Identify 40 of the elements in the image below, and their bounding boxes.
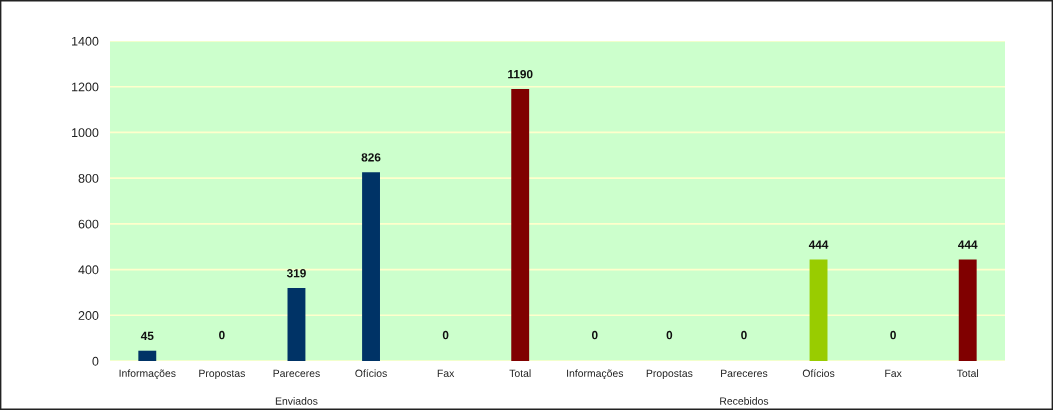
- x-tick-label: Pareceres: [721, 369, 768, 377]
- data-label: 0: [442, 330, 449, 340]
- y-tick-label: 0: [92, 356, 99, 366]
- x-tick-label: Ofícios: [802, 369, 835, 377]
- x-tick-label: Informações: [567, 369, 624, 380]
- x-tick-label: Total: [509, 369, 531, 377]
- data-label: 444: [958, 240, 978, 249]
- data-label: 319: [286, 269, 306, 278]
- x-tick-label: Propostas: [646, 369, 693, 380]
- data-label: 45: [140, 331, 154, 341]
- x-tick-label: Ofícios: [355, 369, 387, 377]
- bar: [511, 89, 530, 361]
- x-tick-label: Total: [956, 369, 979, 377]
- y-tick-label: 1400: [72, 36, 99, 46]
- text: Enviados: [275, 397, 318, 405]
- y-tick-label: 600: [78, 219, 99, 229]
- y-tick-label: 800: [78, 173, 99, 183]
- y-tick-label: 200: [78, 311, 99, 320]
- bar: [809, 259, 828, 361]
- data-label: 826: [361, 153, 381, 162]
- data-label: 0: [591, 330, 598, 340]
- bar: [958, 259, 977, 361]
- x-tick-label: Fax: [885, 369, 902, 377]
- data-label: 0: [890, 330, 896, 340]
- data-label: 444: [808, 240, 829, 249]
- data-label: 0: [219, 330, 225, 340]
- data-label: 0: [666, 330, 673, 340]
- data-label: 1190: [508, 69, 533, 79]
- x-tick-label: Propostas: [199, 369, 245, 380]
- text: Recebidos: [720, 397, 769, 405]
- y-tick-label: 1200: [72, 82, 99, 92]
- y-tick-label: 400: [78, 265, 99, 275]
- bar: [287, 288, 306, 361]
- data-label: 0: [741, 330, 747, 340]
- x-tick-label: Fax: [437, 369, 455, 377]
- bar: [138, 350, 157, 361]
- y-tick-label: 1000: [72, 128, 99, 138]
- x-tick-label: Pareceres: [273, 369, 320, 377]
- x-tick-label: Informações: [119, 369, 176, 380]
- bar: [362, 172, 380, 361]
